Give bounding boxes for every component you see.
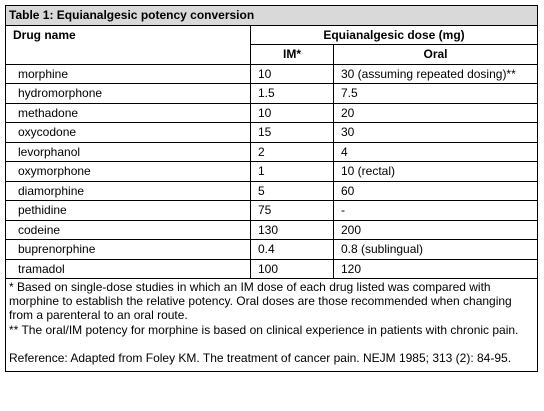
oral-dose: 0.8 (sublingual) (333, 239, 538, 260)
drug-name: oxymorphone (5, 161, 251, 182)
footnote: ** The oral/IM potency for morphine is b… (9, 322, 519, 337)
drug-name: tramadol (5, 258, 251, 279)
oral-dose: 60 (333, 180, 538, 201)
oral-dose: 7.5 (333, 83, 538, 104)
drug-name: morphine (5, 63, 251, 84)
drug-name: oxycodone (5, 122, 251, 143)
drug-name: diamorphine (5, 180, 251, 201)
oral-dose: 30 (assuming repeated dosing)** (333, 63, 538, 84)
drug-name: levorphanol (5, 141, 251, 162)
im-dose: 15 (250, 122, 334, 143)
header-dose: Equianalgesic dose (mg) (250, 24, 538, 45)
oral-dose: 20 (333, 102, 538, 123)
potency-table: Table 1: Equianalgesic potency conversio… (5, 5, 538, 373)
drug-name: hydromorphone (5, 83, 251, 104)
reference: Reference: Adapted from Foley KM. The tr… (9, 350, 512, 365)
im-dose: 1 (250, 161, 334, 182)
table-row: hydromorphone 1.5 7.5 (5, 83, 538, 104)
oral-dose: 10 (rectal) (333, 161, 538, 182)
im-dose: 2 (250, 141, 334, 162)
table-row: tramadol 100 120 (5, 258, 538, 279)
table-title: Table 1: Equianalgesic potency conversio… (5, 5, 538, 26)
table-row: levorphanol 2 4 (5, 141, 538, 162)
oral-dose: 120 (333, 258, 538, 279)
im-dose: 10 (250, 102, 334, 123)
table-row: morphine 10 30 (assuming repeated dosing)*… (5, 63, 538, 84)
header-drug: Drug name (5, 24, 251, 65)
im-dose: 75 (250, 200, 334, 221)
oral-dose: 30 (333, 122, 538, 143)
footnotes: * Based on single-dose studies in which … (5, 277, 538, 373)
header-im: IM* (250, 44, 334, 65)
footnote: * Based on single-dose studies in which … (9, 280, 512, 323)
im-dose: 0.4 (250, 239, 334, 260)
im-dose: 5 (250, 180, 334, 201)
table-row: pethidine 75- (5, 200, 538, 221)
im-dose: 10 (250, 63, 334, 84)
table-row: diamorphine 5 60 (5, 180, 538, 201)
table-row: codeine 130 200 (5, 219, 538, 240)
oral-dose: 4 (333, 141, 538, 162)
im-dose: 130 (250, 219, 334, 240)
drug-name: pethidine (5, 200, 251, 221)
table-row: oxycodone 15 30 (5, 122, 538, 143)
oral-dose: - (333, 200, 538, 221)
table-row: methadone 10 20 (5, 102, 538, 123)
im-dose: 100 (250, 258, 334, 279)
drug-name: buprenorphine (5, 239, 251, 260)
table-row: buprenorphine 0.4 0.8 (sublingual) (5, 239, 538, 260)
drug-name: codeine (5, 219, 251, 240)
drug-name: methadone (5, 102, 251, 123)
table-body: morphine 10 30 (assuming repeated dosing)*… (5, 63, 538, 279)
oral-dose: 200 (333, 219, 538, 240)
im-dose: 1.5 (250, 83, 334, 104)
header-oral: Oral (333, 44, 538, 65)
table-row: oxymorphone 1 10 (rectal) (5, 161, 538, 182)
